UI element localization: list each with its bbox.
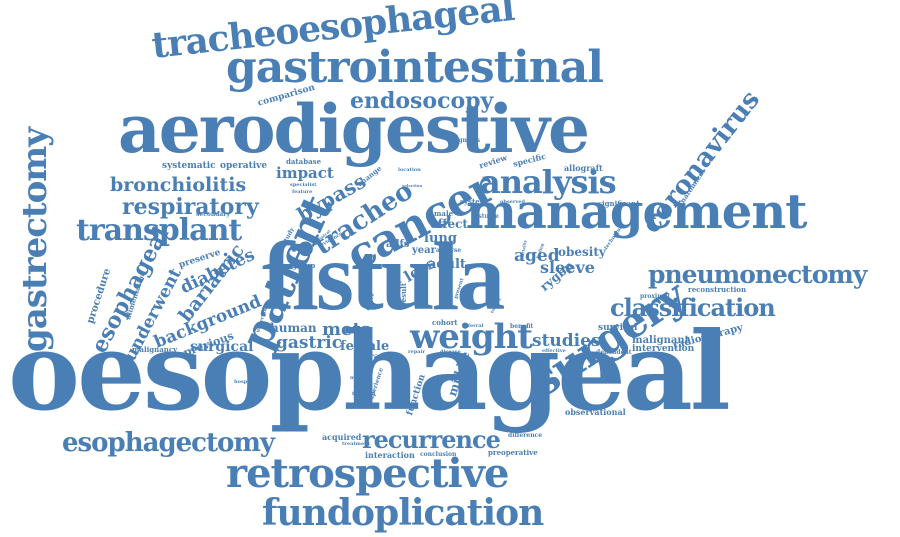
word-management: management: [466, 184, 807, 240]
word-secondary: secondary: [196, 211, 230, 218]
word-disease: disease: [440, 349, 461, 355]
word-survival: survival: [598, 323, 638, 333]
word-classification: classification: [610, 293, 776, 322]
word-feature: feature: [292, 189, 313, 195]
word-repair: repair: [408, 349, 426, 355]
word-hospital: hospital: [234, 379, 257, 385]
word-operative: operative: [220, 161, 268, 171]
word-weight: weight: [410, 317, 533, 357]
word-bronchiolitis: bronchiolitis: [110, 174, 247, 196]
word-effective: effective: [542, 348, 566, 354]
word-proximal: proximal: [640, 293, 670, 300]
word-retrospective: retrospective: [226, 450, 509, 497]
word-significant: significant: [598, 199, 640, 208]
word-difference: difference: [508, 432, 543, 439]
word-systematic: systematic: [162, 161, 216, 171]
word-group: group: [292, 261, 316, 270]
word-gastrectomy: gastrectomy: [15, 127, 55, 352]
word-conclusion: conclusion: [420, 451, 457, 458]
word-fundoplication: fundoplication: [262, 492, 544, 534]
word-sleeve: sleeve: [540, 258, 595, 277]
word-esophagectomy: esophagectomy: [62, 428, 275, 458]
word-meta: meta: [322, 319, 373, 340]
word-database: database: [286, 157, 322, 166]
word-diagnosis: diagnosis: [448, 137, 480, 144]
word-effect: effect: [430, 217, 468, 231]
word-dependent: dependent: [596, 349, 632, 356]
word-benefit: benefit: [510, 323, 534, 330]
word-gastric: gastric: [276, 333, 343, 353]
word-fistula: fistula: [262, 223, 505, 331]
word-female: female: [340, 339, 390, 354]
word-impact: impact: [276, 164, 334, 182]
word-specialist: specialist: [290, 182, 317, 188]
word-acquired: acquired: [322, 432, 362, 442]
word-lung: lung: [424, 231, 457, 246]
word-reconstruction: reconstruction: [688, 285, 747, 294]
word-observed: observed: [500, 199, 526, 205]
word-tract: tract: [366, 351, 388, 361]
word-analyse: analyse: [436, 247, 462, 254]
word-pneumonectomy: pneumonectomy: [648, 260, 867, 289]
word-malignancy: malignancy: [132, 345, 178, 354]
word-obesity: obesity: [558, 245, 606, 259]
word-referral: referral: [462, 323, 484, 329]
word-method: method: [350, 375, 372, 381]
word-malignant: malignant: [632, 335, 690, 346]
word-oesophageal: oesophageal: [8, 309, 731, 435]
word-adult: adult: [428, 257, 466, 272]
word-interaction: interaction: [365, 450, 415, 460]
word-recurrence: recurrence: [362, 425, 501, 454]
word-change: change: [355, 163, 384, 189]
word-year: year: [412, 245, 436, 256]
word-cohort: cohort: [432, 318, 458, 327]
word-endosocopy: endosocopy: [350, 88, 494, 114]
word-transplant: transplant: [76, 213, 242, 248]
word-adfs: adfs: [386, 239, 410, 250]
word-location: location: [398, 167, 421, 173]
word-observational: observational: [565, 407, 626, 417]
word-respiratory: respiratory: [122, 194, 259, 220]
word-gastrointestinal: gastrointestinal: [226, 42, 604, 93]
word-preoperative: preoperative: [488, 448, 538, 457]
word-system: system: [460, 197, 488, 206]
word-analysis: analysis: [480, 163, 617, 201]
word-aged: aged: [514, 246, 560, 266]
word-treatment: treatment: [342, 441, 371, 447]
word-tracheal: tracheal: [352, 391, 376, 397]
word-intervention: intervention: [632, 344, 695, 354]
word-studies: studies: [532, 331, 601, 351]
word-aerodigestive: aerodigestive: [118, 90, 590, 168]
word-surgical: surgical: [190, 339, 254, 355]
word-fistulae: fistulae: [474, 213, 499, 220]
word-selection: selection: [402, 183, 423, 188]
word-allograft: allograft: [564, 163, 603, 173]
word-male: male: [434, 209, 454, 218]
word-human: human: [270, 321, 317, 335]
